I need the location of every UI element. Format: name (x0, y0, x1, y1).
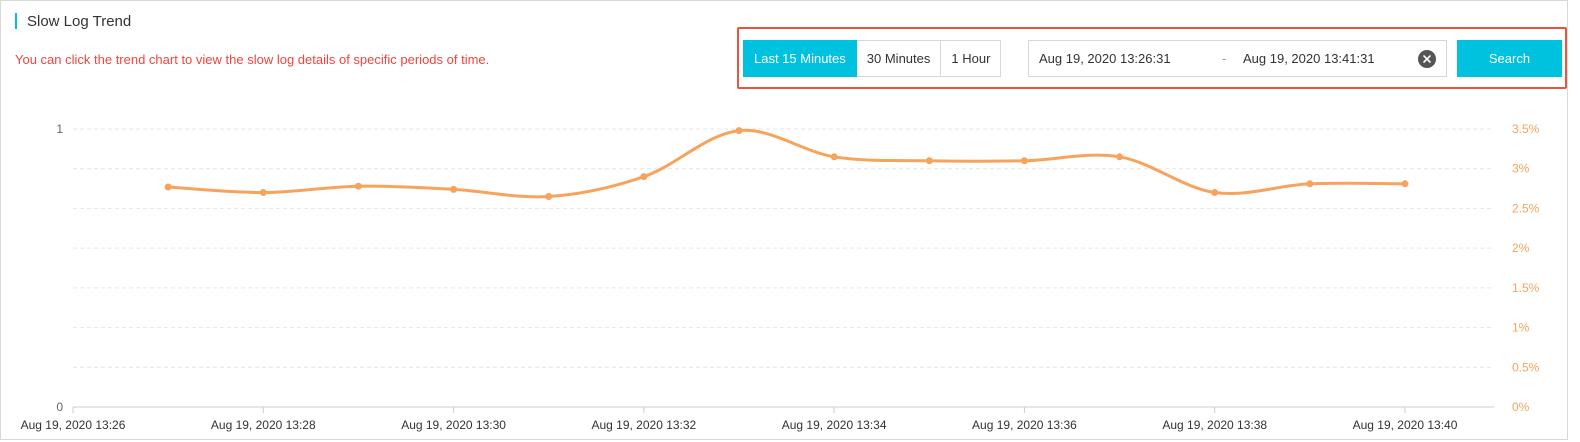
date-start-value[interactable]: Aug 19, 2020 13:26:31 (1039, 51, 1171, 66)
data-point[interactable] (1020, 157, 1028, 165)
x-axis-tick-label: Aug 19, 2020 13:32 (591, 418, 696, 432)
right-axis-tick-label: 2.5% (1512, 201, 1540, 215)
right-axis-tick-label: 0.5% (1512, 360, 1540, 374)
data-point[interactable] (164, 183, 172, 191)
right-axis-tick-label: 1% (1512, 321, 1530, 335)
data-point[interactable] (830, 153, 838, 161)
panel-title: Slow Log Trend (15, 11, 131, 31)
x-axis-tick-label: Aug 19, 2020 13:26 (21, 418, 126, 432)
x-axis-tick-label: Aug 19, 2020 13:36 (972, 418, 1077, 432)
data-point[interactable] (1306, 180, 1314, 188)
data-point[interactable] (925, 157, 933, 165)
left-axis-tick-label: 1 (56, 122, 63, 136)
time-range-group: Last 15 Minutes 30 Minutes 1 Hour (743, 40, 1002, 77)
data-point[interactable] (450, 185, 458, 193)
data-point[interactable] (354, 182, 362, 190)
panel-title-text: Slow Log Trend (27, 12, 132, 30)
range-1-hour-button[interactable]: 1 Hour (941, 40, 1002, 77)
data-point[interactable] (1116, 153, 1124, 161)
slow-log-trend-chart[interactable]: 0% 0.5% 1% 1.5% 2% 2.5% 3% 3.5% 0 1 Aug 19, 2020 1… (0, 110, 1580, 442)
data-point[interactable] (640, 173, 648, 181)
series-line (166, 128, 1407, 199)
right-axis-tick-label: 3.5% (1512, 122, 1540, 136)
toolbar-highlight-box (737, 27, 1567, 89)
data-point[interactable] (735, 127, 743, 135)
data-point[interactable] (1401, 180, 1409, 188)
x-axis-tick-label: Aug 19, 2020 13:40 (1353, 418, 1458, 432)
data-point[interactable] (259, 189, 267, 197)
x-axis-tick-label: Aug 19, 2020 13:28 (211, 418, 316, 432)
date-end-value[interactable]: Aug 19, 2020 13:41:31 (1243, 51, 1375, 66)
right-axis-tick-label: 2% (1512, 241, 1530, 255)
right-axis-tick-label: 0% (1512, 400, 1530, 414)
date-separator: - (1222, 51, 1227, 66)
x-axis-tick-label: Aug 19, 2020 13:30 (401, 418, 506, 432)
range-last-15-minutes-button[interactable]: Last 15 Minutes (743, 40, 857, 77)
left-axis-tick-label: 0 (56, 400, 63, 414)
data-point[interactable] (545, 193, 553, 201)
chart-hint-text: You can click the trend chart to view th… (15, 52, 490, 67)
data-point[interactable] (1211, 189, 1219, 197)
right-axis-tick-label: 3% (1512, 162, 1530, 176)
x-axis-tick-label: Aug 19, 2020 13:34 (782, 418, 887, 432)
date-range-picker[interactable]: Aug 19, 2020 13:26:31 - Aug 19, 2020 13:… (1028, 40, 1447, 77)
x-axis-tick-label: Aug 19, 2020 13:38 (1162, 418, 1267, 432)
title-accent-bar (15, 13, 17, 29)
range-30-minutes-button[interactable]: 30 Minutes (856, 40, 942, 77)
clear-icon[interactable] (1418, 50, 1436, 68)
right-axis-tick-label: 1.5% (1512, 281, 1540, 295)
search-button[interactable]: Search (1457, 40, 1562, 77)
